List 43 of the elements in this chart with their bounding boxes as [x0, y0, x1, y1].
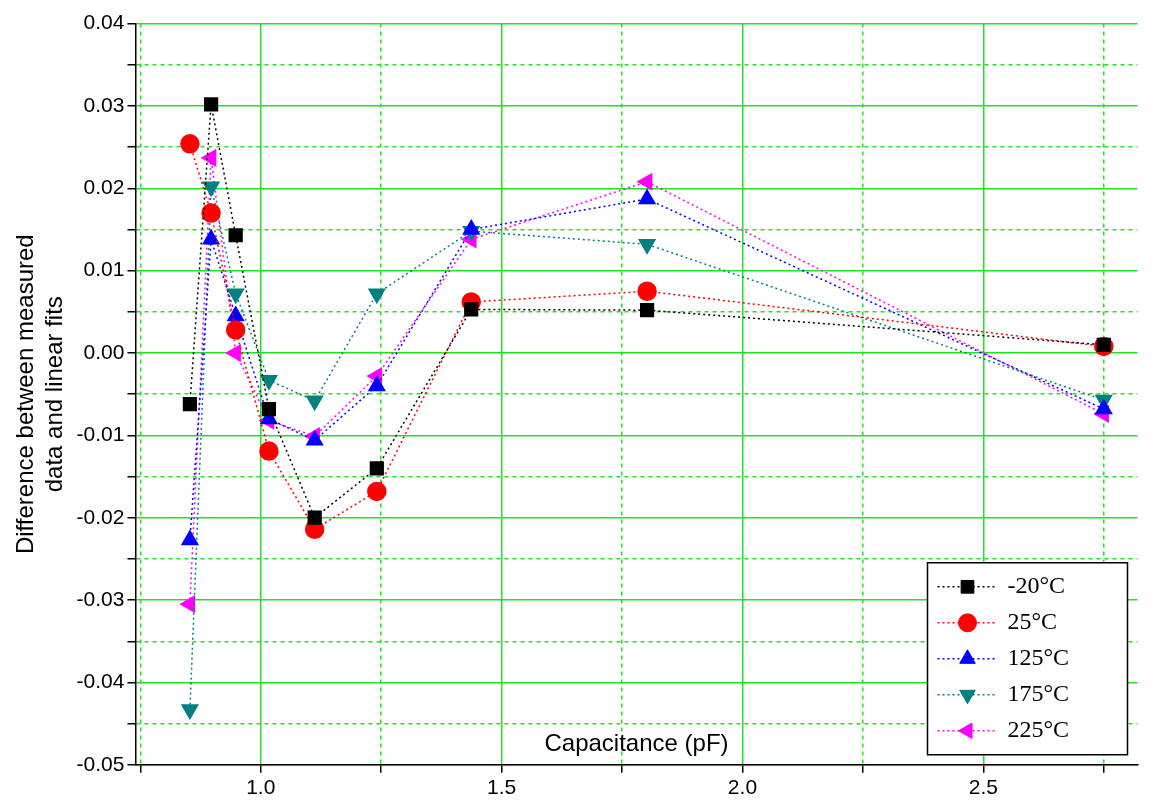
- point: [367, 481, 387, 502]
- point: [464, 302, 479, 317]
- point: [227, 306, 245, 322]
- legend-label: 125°C: [1007, 644, 1070, 671]
- x-tick-label: 1.0: [246, 775, 276, 799]
- point: [225, 320, 246, 340]
- y-tick-label: -0.05: [76, 751, 125, 775]
- point: [637, 281, 657, 302]
- y-tick-label: 0.02: [83, 175, 125, 199]
- y-tick-label: 0.01: [83, 257, 125, 281]
- point: [261, 401, 277, 417]
- x-tick-label: 2.5: [968, 775, 998, 799]
- y-axis-title: Difference between measured data and linear fits: [11, 234, 67, 555]
- y-tick-label: -0.02: [76, 504, 125, 528]
- legend-label: 175°C: [1007, 680, 1070, 707]
- point: [1095, 399, 1113, 415]
- y-tick-label: -0.04: [76, 669, 125, 693]
- x-axis-title: Capacitance (pF): [544, 729, 729, 757]
- y-tick-label: -0.03: [76, 586, 125, 610]
- legend-label: 25°C: [1007, 608, 1058, 635]
- y-tick-label: 0.04: [83, 10, 125, 34]
- point: [180, 595, 196, 613]
- point: [369, 461, 384, 476]
- y-tick-label: 0.00: [83, 339, 125, 363]
- point: [637, 173, 653, 191]
- point: [368, 376, 386, 392]
- legend-label: -20°C: [1007, 572, 1066, 599]
- point: [182, 396, 198, 412]
- y-tick-label: -0.01: [76, 422, 125, 446]
- point: [307, 510, 322, 525]
- point: [203, 97, 219, 112]
- legend-label: 225°C: [1007, 716, 1070, 743]
- y-tick-label: 0.03: [83, 92, 125, 116]
- point: [259, 441, 279, 461]
- point: [639, 303, 655, 318]
- point: [181, 530, 199, 546]
- x-tick-label: 1.5: [486, 775, 517, 799]
- point: [180, 134, 200, 154]
- point: [201, 149, 217, 167]
- point: [228, 228, 243, 243]
- point: [260, 374, 278, 390]
- point: [201, 203, 221, 223]
- x-tick-label: 2.0: [727, 775, 758, 799]
